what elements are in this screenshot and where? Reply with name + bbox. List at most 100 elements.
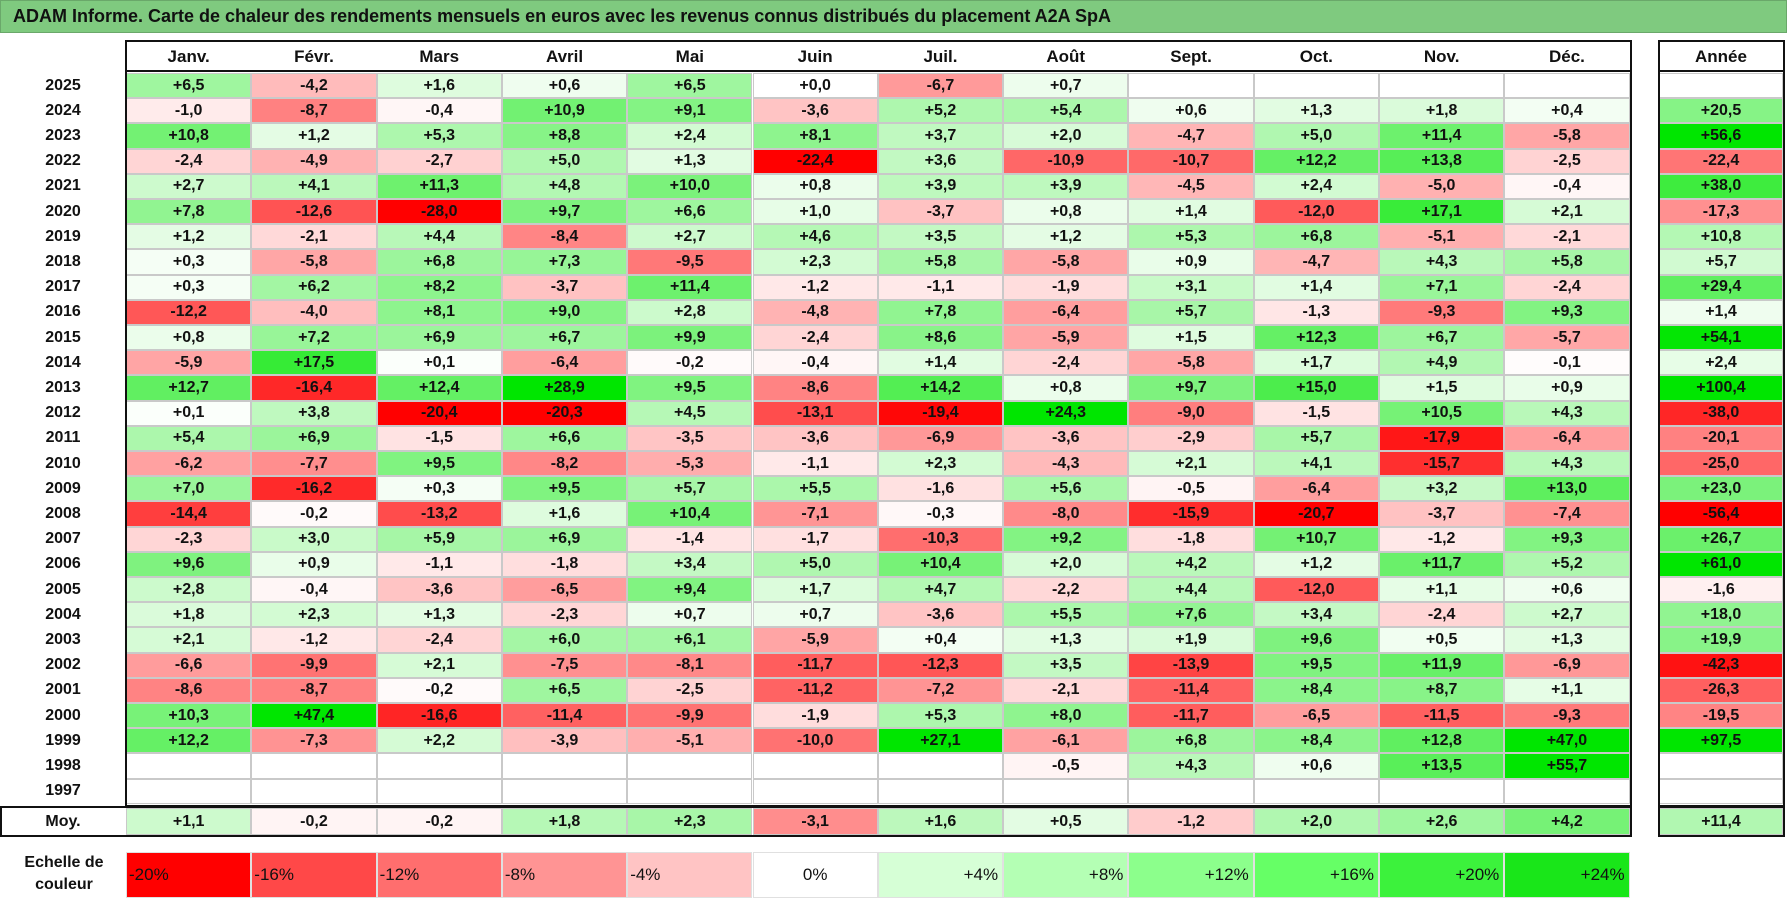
- heatmap-cell: [627, 779, 752, 804]
- heatmap-cell: -12,6: [251, 199, 376, 224]
- heatmap-cell: +7,8: [126, 199, 251, 224]
- heatmap-cell: -0,4: [753, 350, 878, 375]
- heatmap-cell: +7,2: [251, 325, 376, 350]
- heatmap-cell: +8,7: [1379, 678, 1504, 703]
- heatmap-cell: +5,4: [1003, 98, 1128, 123]
- heatmap-cell: +2,1: [126, 627, 251, 652]
- heatmap-cell: [1504, 73, 1629, 98]
- heatmap-cell: -10,3: [878, 527, 1003, 552]
- heatmap-cell: -1,0: [126, 98, 251, 123]
- heatmap-cell: +1,2: [1254, 552, 1379, 577]
- heatmap-cell: +6,8: [1128, 728, 1253, 753]
- heatmap-cell: -2,2: [1003, 577, 1128, 602]
- heatmap-cell: +0,4: [1504, 98, 1629, 123]
- heatmap-cell: [251, 753, 376, 778]
- heatmap-cell: +13,8: [1379, 149, 1504, 174]
- heatmap-cell: +5,8: [878, 249, 1003, 274]
- heatmap-cell: -7,2: [878, 678, 1003, 703]
- annual-cell: +100,4: [1659, 375, 1783, 400]
- heatmap-cell: [1254, 73, 1379, 98]
- heatmap-cell: -22,4: [753, 149, 878, 174]
- heatmap-cell: +10,8: [126, 123, 251, 148]
- heatmap-cell: +4,3: [1504, 451, 1629, 476]
- year-label: 2024: [4, 98, 122, 123]
- heatmap-cell: -14,4: [126, 501, 251, 526]
- heatmap-cell: -11,7: [1128, 703, 1253, 728]
- year-label: 2021: [4, 174, 122, 199]
- heatmap-cell: -17,9: [1379, 426, 1504, 451]
- heatmap-cell: -1,1: [753, 451, 878, 476]
- scale-swatch: -8%: [502, 852, 627, 898]
- heatmap-cell: -10,7: [1128, 149, 1253, 174]
- month-header: Mars: [377, 42, 502, 71]
- heatmap-cell: +5,3: [1128, 224, 1253, 249]
- annual-cell: +1,4: [1659, 300, 1783, 325]
- year-label: 2000: [4, 703, 122, 728]
- scale-swatch: +8%: [1003, 852, 1128, 898]
- heatmap-cell: +10,0: [627, 174, 752, 199]
- heatmap-cell: +5,7: [1254, 426, 1379, 451]
- year-label: 1997: [4, 779, 122, 804]
- heatmap-cell: -5,8: [1128, 350, 1253, 375]
- heatmap-cell: +0,0: [753, 73, 878, 98]
- heatmap-cell: +11,9: [1379, 653, 1504, 678]
- year-label: 2008: [4, 501, 122, 526]
- heatmap-cell: +2,4: [627, 123, 752, 148]
- heatmap-cell: +8,8: [502, 123, 627, 148]
- heatmap-cell: -1,9: [1003, 275, 1128, 300]
- heatmap-cell: +8,2: [377, 275, 502, 300]
- heatmap-cell: +1,4: [1254, 275, 1379, 300]
- heatmap-cell: +10,4: [627, 501, 752, 526]
- heatmap-cell: +12,2: [126, 728, 251, 753]
- heatmap-cell: -6,9: [878, 426, 1003, 451]
- heatmap-cell: -3,6: [1003, 426, 1128, 451]
- heatmap-cell: -15,7: [1379, 451, 1504, 476]
- heatmap-cell: +3,4: [1254, 602, 1379, 627]
- heatmap-cell: +5,3: [878, 703, 1003, 728]
- heatmap-cell: -2,4: [377, 627, 502, 652]
- heatmap-cell: +3,7: [878, 123, 1003, 148]
- heatmap-cell: -5,8: [251, 249, 376, 274]
- heatmap-cell: +0,6: [1254, 753, 1379, 778]
- year-label: 2001: [4, 678, 122, 703]
- heatmap-cell: -12,0: [1254, 577, 1379, 602]
- heatmap-cell: -1,8: [1128, 527, 1253, 552]
- heatmap-cell: +6,6: [627, 199, 752, 224]
- heatmap-cell: +0,8: [753, 174, 878, 199]
- heatmap-cell: -4,2: [251, 73, 376, 98]
- heatmap-cell: +9,6: [1254, 627, 1379, 652]
- heatmap-cell: -4,8: [753, 300, 878, 325]
- heatmap-cell: +6,2: [251, 275, 376, 300]
- year-label: 2005: [4, 577, 122, 602]
- heatmap-cell: +4,4: [1128, 577, 1253, 602]
- year-label: 2004: [4, 602, 122, 627]
- heatmap-cell: -6,5: [1254, 703, 1379, 728]
- heatmap-cell: [377, 753, 502, 778]
- heatmap-cell: +2,8: [126, 577, 251, 602]
- annual-cell: +61,0: [1659, 552, 1783, 577]
- heatmap-cell: -6,1: [1003, 728, 1128, 753]
- heatmap-cell: -8,6: [126, 678, 251, 703]
- heatmap-cell: +2,3: [251, 602, 376, 627]
- average-cell: +1,6: [878, 808, 1003, 835]
- heatmap-cell: [1379, 779, 1504, 804]
- heatmap-cell: +6,6: [502, 426, 627, 451]
- heatmap-cell: -1,1: [377, 552, 502, 577]
- annual-header: Année: [1659, 42, 1783, 71]
- heatmap-cell: -6,9: [1504, 653, 1629, 678]
- heatmap-cell: +1,7: [1254, 350, 1379, 375]
- heatmap-cell: -8,2: [502, 451, 627, 476]
- year-label: 2025: [4, 73, 122, 98]
- heatmap-cell: [126, 779, 251, 804]
- annual-cell: -17,3: [1659, 199, 1783, 224]
- average-cell: +1,8: [502, 808, 627, 835]
- month-header: Janv.: [126, 42, 251, 71]
- heatmap-cell: -1,1: [878, 275, 1003, 300]
- heatmap-cell: -6,4: [1003, 300, 1128, 325]
- heatmap-cell: +3,5: [1003, 653, 1128, 678]
- heatmap-cell: +5,6: [1003, 476, 1128, 501]
- heatmap-cell: +2,1: [1128, 451, 1253, 476]
- average-cell: -0,2: [377, 808, 502, 835]
- heatmap-cell: -6,2: [126, 451, 251, 476]
- heatmap-cell: +9,7: [502, 199, 627, 224]
